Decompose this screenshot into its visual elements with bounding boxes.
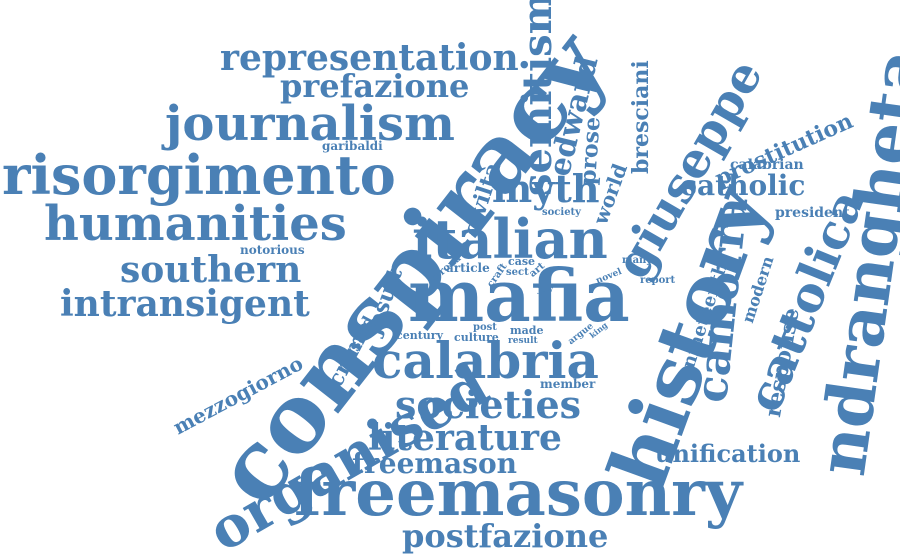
word-bresciani: bresciani <box>630 60 652 174</box>
word-culture: culture <box>454 332 499 343</box>
word-result: result <box>508 337 538 346</box>
word-calabrian: calabrian <box>730 158 804 172</box>
word-many: many <box>622 256 652 266</box>
word-report: report <box>640 276 675 286</box>
word-sect: sect <box>506 268 529 278</box>
word-century: century <box>396 330 443 341</box>
word-prose: prose <box>577 116 604 185</box>
word-article: article <box>446 262 490 274</box>
word-journalism: journalism <box>165 100 455 148</box>
word-postfazione: postfazione <box>402 520 608 552</box>
word-risorgimento: risorgimento <box>2 148 396 202</box>
word-humanities: humanities <box>44 200 347 248</box>
word-society: society <box>542 208 581 218</box>
word-notorious: notorious <box>240 244 305 256</box>
word-jew: jew <box>538 285 553 293</box>
word-unification: unification <box>655 442 800 466</box>
word-member: member <box>540 378 595 390</box>
word-garibaldi: garibaldi <box>322 140 383 152</box>
word-made: made <box>510 325 543 336</box>
word-intransigent: intransigent <box>60 286 310 322</box>
word-case: case <box>508 256 535 267</box>
